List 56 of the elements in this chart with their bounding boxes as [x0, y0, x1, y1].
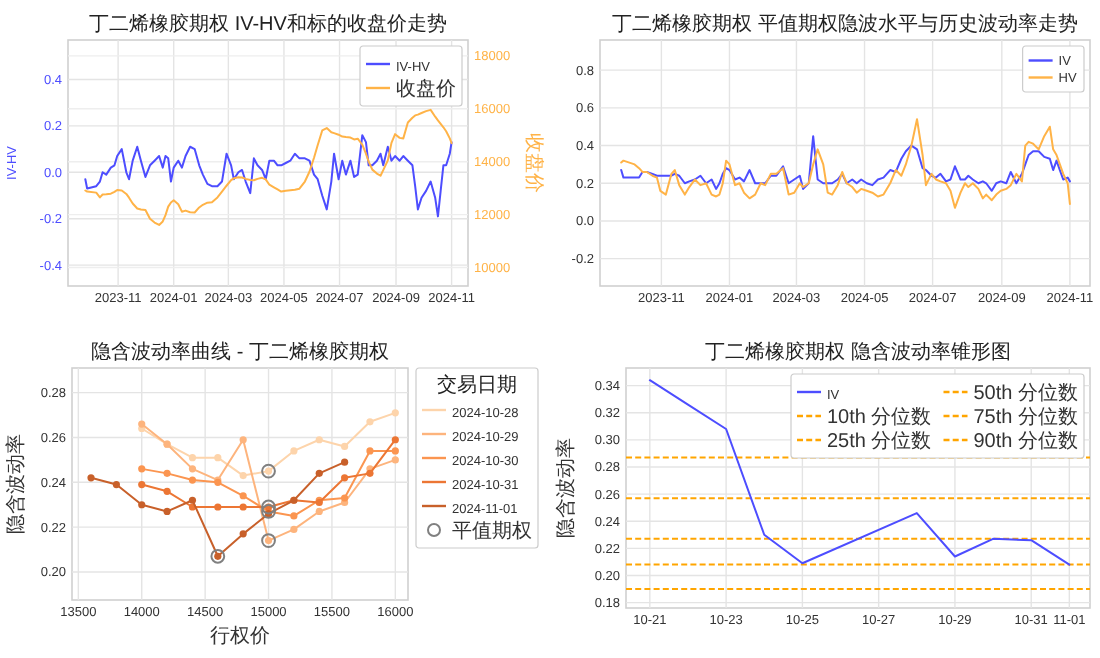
point [391, 447, 399, 455]
x-axis-title: 行权价 [210, 624, 270, 648]
point [239, 436, 247, 444]
point [315, 469, 323, 477]
legend-label: 10th 分位数 [827, 404, 932, 429]
point [163, 487, 171, 495]
legend-label: 平值期权 [452, 518, 532, 543]
point [239, 530, 247, 538]
point [138, 480, 146, 489]
point [138, 465, 146, 473]
y-axis-title: 隐含波动率 [4, 434, 28, 534]
chart-title: 丁二烯橡胶期权 IV-HV和标的收盘价走势 [89, 12, 447, 36]
line-series [620, 135, 1071, 192]
legend-label: 75th 分位数 [973, 404, 1078, 429]
point [315, 507, 323, 516]
point [138, 420, 146, 428]
point [188, 465, 197, 473]
point [290, 525, 298, 533]
point [341, 494, 349, 502]
point [391, 436, 399, 444]
point [163, 469, 171, 477]
chart-title: 丁二烯橡胶期权 隐含波动率锥形图 [705, 340, 1011, 364]
point [315, 436, 323, 444]
point [366, 447, 374, 455]
point [163, 507, 171, 516]
point [341, 442, 349, 451]
point [341, 474, 349, 482]
y2-axis-title: 收盘价 [522, 133, 546, 193]
point [188, 454, 197, 462]
ref-line-label: 90th 分位数 [973, 428, 1078, 453]
point [112, 480, 120, 489]
point [87, 474, 95, 482]
point [391, 456, 399, 464]
point [239, 503, 247, 511]
point [138, 501, 146, 509]
chart-title: 丁二烯橡胶期权 平值期权隐波水平与历史波动率走势 [612, 12, 1078, 36]
legend-label: 25th 分位数 [827, 428, 932, 453]
point [239, 492, 247, 500]
line-series [84, 134, 453, 218]
point [214, 503, 222, 511]
line-series [620, 118, 1071, 209]
legend-label: 收盘价 [396, 76, 456, 101]
point [239, 471, 247, 480]
line-series [84, 108, 453, 226]
point [188, 496, 197, 504]
point [366, 418, 374, 426]
y-axis-title: 隐含波动率 [554, 438, 578, 538]
point [391, 409, 399, 417]
point [188, 476, 197, 484]
point [290, 512, 298, 520]
point [341, 458, 349, 466]
chart-title: 隐含波动率曲线 - 丁二烯橡胶期权 [91, 340, 389, 364]
legend-label: 50th 分位数 [973, 380, 1078, 405]
point [290, 447, 298, 455]
point [214, 454, 222, 462]
legend-title: 交易日期 [437, 373, 517, 397]
